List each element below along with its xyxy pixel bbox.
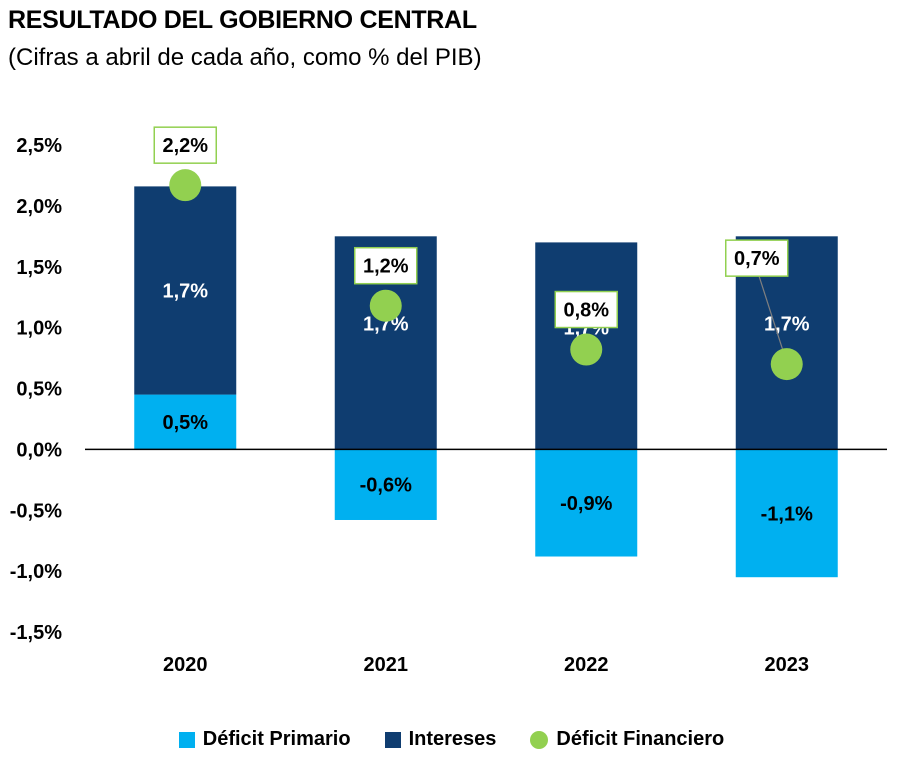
y-tick-label: 1,5% — [16, 257, 62, 279]
chart-canvas: 2,5% 2,0% 1,5% 1,0% 0,5% 0,0% -0,5% -1,0% -1,5% 0… — [10, 126, 887, 676]
callout-leader-line — [758, 274, 786, 357]
y-tick-label: 0,0% — [16, 439, 62, 461]
callout-box — [354, 246, 418, 285]
data-label-intereses: 1,7% — [162, 280, 208, 302]
x-tick-label: 2023 — [765, 654, 810, 676]
legend-swatch-intereses — [384, 731, 401, 748]
chart-title: RESULTADO DEL GOBIERNO CENTRAL — [8, 6, 477, 34]
data-label-primario: -1,1% — [761, 503, 813, 525]
bar-deficit-primario — [535, 449, 638, 557]
bar-intereses — [134, 186, 237, 395]
legend-item-intereses: Intereses — [384, 728, 497, 751]
marker-deficit-financiero — [770, 348, 803, 381]
x-tick-label: 2020 — [163, 654, 208, 676]
x-tick-label: 2021 — [364, 654, 409, 676]
data-label-financiero: 1,2% — [363, 256, 409, 278]
legend-label-primario: Déficit Primario — [202, 728, 351, 750]
data-label-primario: -0,9% — [560, 493, 612, 515]
legend-item-financiero: Déficit Financiero — [530, 728, 724, 751]
data-label-financiero: 2,2% — [162, 135, 208, 157]
y-tick-label: 1,0% — [16, 318, 62, 340]
legend-swatch-primario — [178, 731, 195, 748]
y-tick-label: 2,5% — [16, 135, 62, 157]
bar-deficit-primario — [735, 449, 838, 578]
callout-box — [725, 239, 789, 277]
data-label-intereses: 1,7% — [764, 314, 810, 336]
data-label-primario: 0,5% — [162, 412, 208, 434]
y-tick-label: -1,0% — [10, 561, 62, 583]
y-tick-label: -0,5% — [10, 500, 62, 522]
legend-item-primario: Déficit Primario — [178, 728, 351, 751]
callout-box — [153, 126, 217, 164]
marker-deficit-financiero — [169, 169, 202, 202]
data-label-primario: -0,6% — [360, 475, 412, 497]
y-tick-label: 0,5% — [16, 379, 62, 401]
chart-subtitle: (Cifras a abril de cada año, como % del … — [8, 44, 482, 71]
legend-dot-financiero — [530, 730, 549, 749]
legend: Déficit Primario Intereses Déficit Finan… — [0, 728, 903, 751]
y-tick-label: 2,0% — [16, 196, 62, 218]
x-tick-label: 2022 — [564, 654, 609, 676]
legend-label-intereses: Intereses — [408, 728, 497, 750]
data-label-financiero: 0,7% — [734, 248, 780, 270]
bar-deficit-primario — [134, 394, 237, 450]
data-label-intereses: 1,7% — [363, 314, 409, 336]
y-tick-label: -1,5% — [10, 622, 62, 644]
callout-box — [554, 290, 618, 329]
legend-label-financiero: Déficit Financiero — [556, 728, 725, 750]
data-label-financiero: 0,8% — [563, 300, 609, 322]
marker-deficit-financiero — [570, 333, 603, 366]
bar-deficit-primario — [334, 449, 437, 520]
marker-deficit-financiero — [369, 289, 402, 322]
